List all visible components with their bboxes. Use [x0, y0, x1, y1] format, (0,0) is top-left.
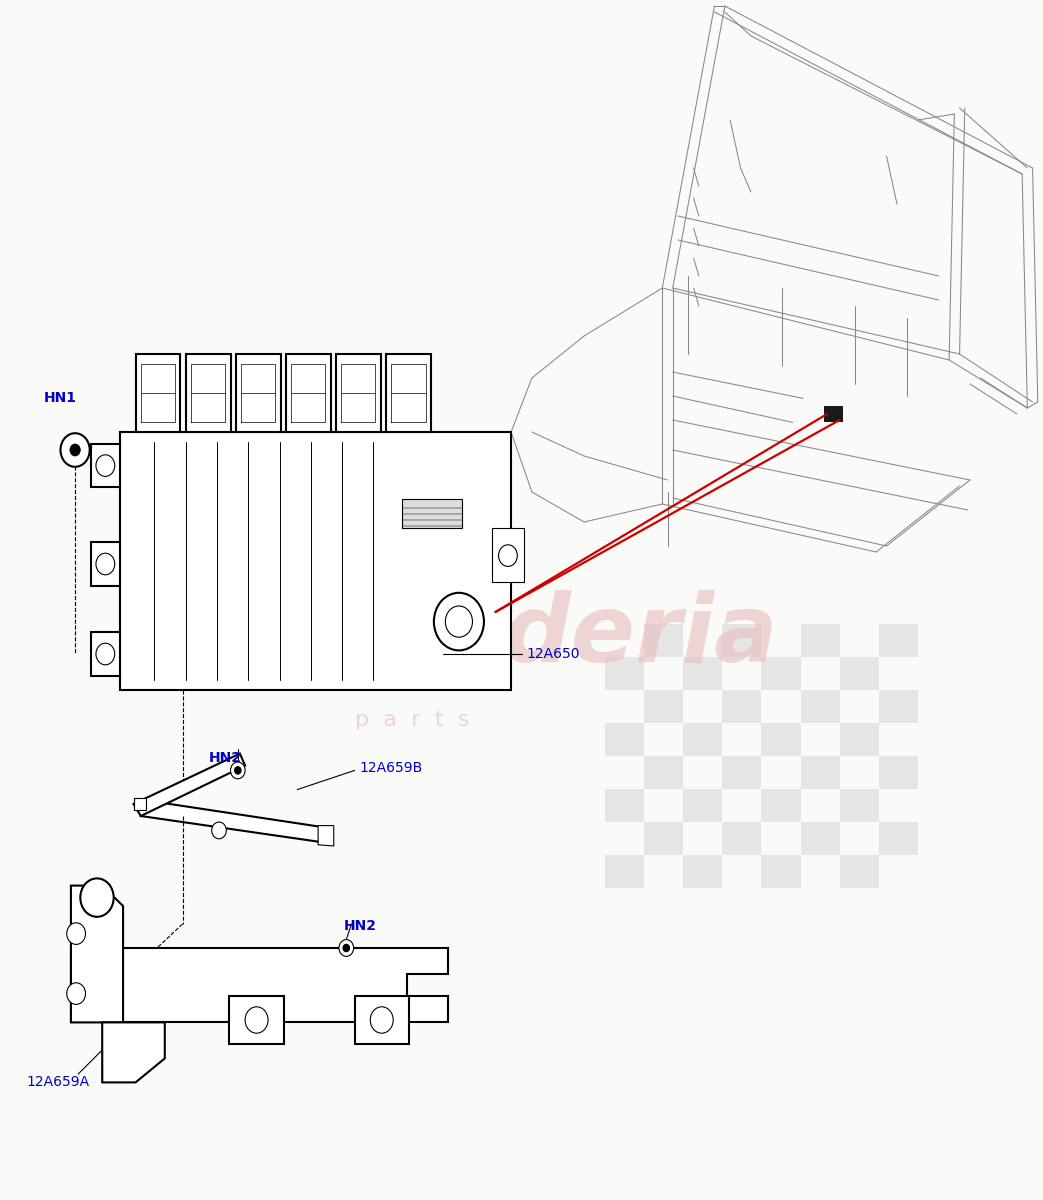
Circle shape — [339, 940, 354, 956]
Text: 12A659B: 12A659B — [360, 761, 423, 775]
Bar — [840, 656, 878, 690]
Text: 12A659A: 12A659A — [26, 1075, 90, 1090]
Polygon shape — [91, 444, 120, 487]
Circle shape — [343, 944, 349, 952]
Polygon shape — [102, 1022, 165, 1082]
Polygon shape — [141, 800, 329, 842]
Text: HN2: HN2 — [209, 751, 242, 766]
Circle shape — [96, 455, 115, 476]
Bar — [605, 854, 644, 888]
Polygon shape — [134, 798, 146, 810]
Bar — [683, 854, 722, 888]
Bar — [229, 996, 284, 1044]
Bar — [840, 722, 878, 756]
Bar — [878, 756, 918, 790]
Bar — [761, 722, 800, 756]
Circle shape — [60, 433, 90, 467]
Bar — [840, 854, 878, 888]
Polygon shape — [336, 354, 381, 432]
Polygon shape — [186, 354, 231, 432]
Bar — [644, 756, 683, 790]
Circle shape — [434, 593, 484, 650]
Circle shape — [231, 762, 245, 779]
Circle shape — [96, 643, 115, 665]
Bar — [761, 656, 800, 690]
Polygon shape — [120, 432, 511, 690]
Polygon shape — [91, 632, 120, 676]
Text: Scuderia: Scuderia — [313, 590, 779, 682]
Bar — [761, 790, 800, 822]
Text: HN1: HN1 — [44, 391, 77, 406]
Bar — [722, 822, 761, 854]
Circle shape — [245, 1007, 268, 1033]
Bar — [824, 406, 843, 422]
Bar — [644, 624, 683, 658]
Bar — [605, 722, 644, 756]
Bar — [683, 722, 722, 756]
Bar — [355, 996, 409, 1044]
Circle shape — [67, 923, 86, 944]
Bar — [878, 624, 918, 658]
Bar — [605, 790, 644, 822]
Bar — [878, 690, 918, 722]
Circle shape — [212, 822, 226, 839]
Bar — [800, 756, 840, 790]
Polygon shape — [134, 754, 245, 816]
Bar — [605, 656, 644, 690]
Polygon shape — [492, 528, 524, 582]
Bar — [840, 790, 878, 822]
Circle shape — [96, 553, 115, 575]
Circle shape — [67, 983, 86, 1004]
Circle shape — [370, 1007, 393, 1033]
Circle shape — [80, 878, 114, 917]
Polygon shape — [236, 354, 281, 432]
Polygon shape — [136, 354, 180, 432]
Polygon shape — [71, 948, 448, 1022]
Polygon shape — [286, 354, 331, 432]
Bar — [683, 656, 722, 690]
Bar — [878, 822, 918, 854]
Bar — [800, 624, 840, 658]
Bar — [722, 624, 761, 658]
Bar — [644, 822, 683, 854]
Text: p  a  r  t  s: p a r t s — [355, 710, 469, 730]
Bar — [800, 690, 840, 722]
Bar — [722, 756, 761, 790]
Polygon shape — [91, 542, 120, 586]
Bar — [402, 499, 462, 528]
Bar — [722, 690, 761, 722]
Bar — [800, 822, 840, 854]
Polygon shape — [71, 886, 123, 1022]
Text: HN2: HN2 — [344, 919, 378, 934]
Bar — [761, 854, 800, 888]
Text: 12A650: 12A650 — [527, 647, 580, 661]
Bar — [683, 790, 722, 822]
Circle shape — [445, 606, 472, 637]
Polygon shape — [386, 354, 431, 432]
Circle shape — [70, 444, 80, 456]
Circle shape — [499, 545, 517, 566]
Polygon shape — [318, 826, 334, 846]
Bar — [644, 690, 683, 722]
Circle shape — [235, 767, 241, 774]
